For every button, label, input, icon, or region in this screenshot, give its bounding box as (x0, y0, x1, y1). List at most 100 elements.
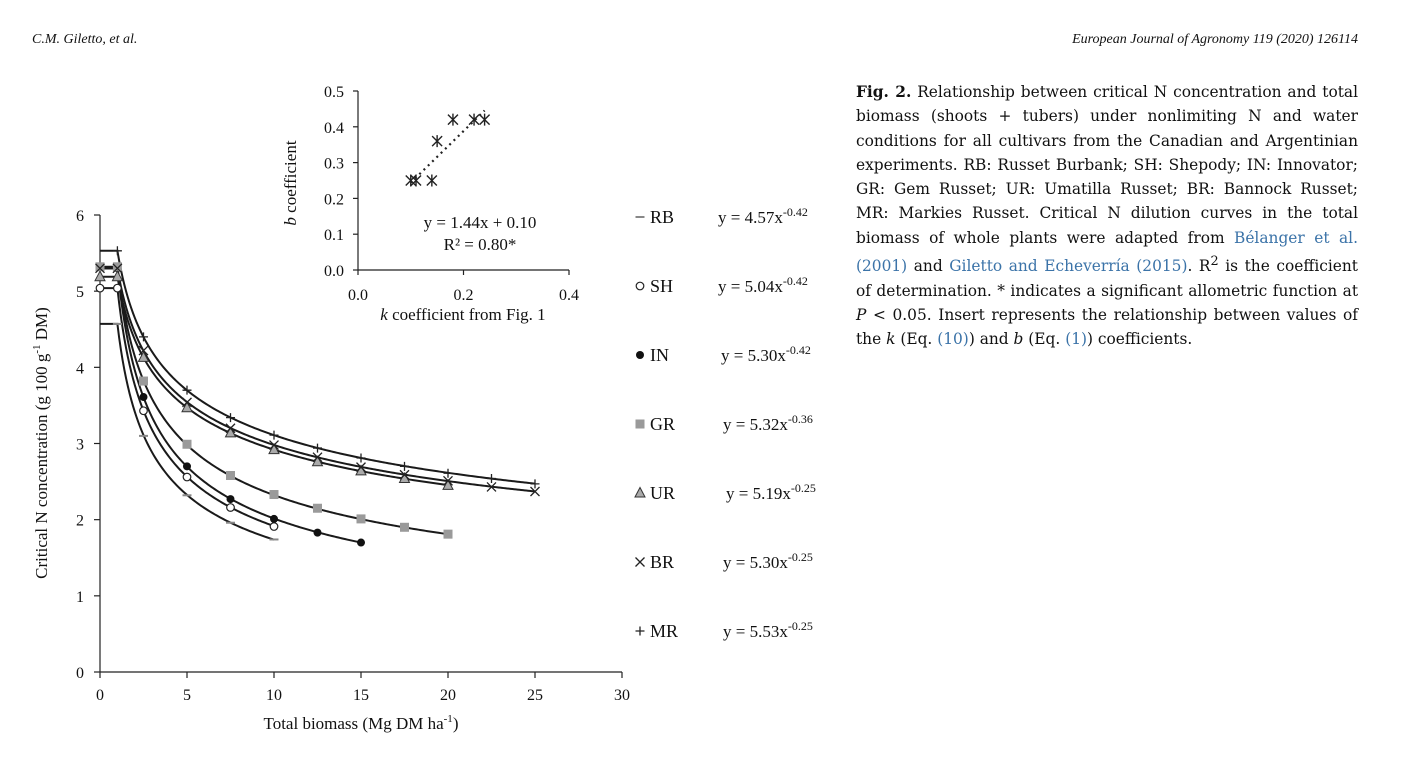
legend: RB y = 4.57x-0.42 SH y = 5.04x-0.42 IN y = 5.… (634, 205, 816, 641)
marker-sh (112, 283, 122, 293)
legend-item-gr: GR y = 5.32x-0.36 (635, 412, 813, 434)
legend-label-br: BR (650, 552, 674, 572)
insert-x-tick-label: 0.2 (454, 287, 474, 304)
legend-marker-mr (635, 626, 645, 636)
main-ticks: 0 5 10 15 20 25 30 0 1 2 3 4 5 6 (76, 208, 630, 704)
eq10-link[interactable]: (10) (937, 330, 969, 349)
legend-marker-sh (635, 281, 645, 291)
legend-label-rb: RB (650, 207, 674, 227)
marker-br (269, 440, 279, 450)
main-y-axis-label: Critical N concentration (g 100 g-1 DM) (31, 307, 51, 579)
insert-point (468, 113, 480, 126)
caption-text: ) and (968, 330, 1014, 349)
main-y-tick-label: 1 (76, 589, 84, 606)
main-x-tick-label: 20 (440, 687, 456, 704)
caption-text: < 0.05. Insert represents the relationsh… (856, 305, 1358, 349)
marker-in (313, 528, 322, 537)
legend-marker-gr (635, 419, 645, 429)
marker-in (357, 538, 365, 547)
caption-text: (Eq. (895, 330, 938, 349)
insert-y-tick-label: 0.2 (324, 191, 344, 208)
curve-rb (100, 322, 275, 541)
marker-ur (311, 455, 324, 467)
main-chart: 0 5 10 15 20 25 30 0 1 2 3 4 5 6 Total biomass (Mg DM… (31, 208, 630, 733)
marker-mr (182, 385, 192, 395)
insert-point (405, 174, 417, 187)
main-markers (94, 246, 540, 547)
marker-gr (313, 503, 322, 513)
curve-gr (100, 265, 449, 536)
legend-label-in: IN (650, 345, 669, 365)
legend-item-br: BR y = 5.30x-0.25 (635, 550, 813, 572)
insert-y-tick-label: 0.0 (324, 263, 344, 280)
marker-gr (112, 262, 122, 272)
marker-mr (530, 479, 540, 489)
marker-br (486, 481, 497, 492)
marker-br (182, 397, 192, 408)
marker-br (399, 469, 410, 480)
legend-label-gr: GR (650, 414, 675, 434)
legend-equation-in: y = 5.30x-0.42 (721, 343, 811, 365)
insert-point (447, 113, 459, 126)
caption-var: b (1013, 330, 1024, 349)
marker-gr (443, 529, 453, 539)
marker-gr (356, 514, 366, 524)
ref-giletto-link[interactable]: Giletto and Echeverría (2015) (949, 257, 1188, 276)
ref-belanger-link[interactable]: Bélanger et al. (2001) (856, 228, 1358, 276)
insert-point (426, 174, 438, 187)
marker-br (530, 486, 540, 497)
legend-label-ur: UR (650, 483, 675, 503)
marker-gr (400, 522, 409, 532)
legend-equation-br: y = 5.30x-0.25 (723, 550, 813, 572)
insert-equation: y = 1.44x + 0.10 (424, 213, 537, 232)
caption-text: is the coefficient of determination. * i… (856, 257, 1358, 300)
legend-item-mr: MR y = 5.53x-0.25 (635, 619, 813, 641)
insert-y-axis-label: b coefficient (281, 140, 300, 225)
legend-equation-rb: y = 4.57x-0.42 (718, 205, 808, 227)
insert-x-tick-label: 0.4 (559, 287, 579, 304)
main-y-tick-label: 3 (76, 437, 84, 454)
legend-marker-br (635, 557, 645, 567)
marker-in (226, 495, 235, 504)
marker-br (312, 452, 323, 463)
insert-y-tick-label: 0.1 (324, 227, 344, 244)
marker-mr (269, 430, 279, 440)
main-x-tick-label: 25 (527, 687, 543, 704)
main-x-axis-label: Total biomass (Mg DM ha-1) (264, 713, 459, 733)
figure-caption: Fig. 2. Relationship between critical N … (856, 80, 1358, 351)
marker-in (270, 514, 278, 523)
marker-mr (356, 453, 366, 463)
marker-br (225, 423, 236, 434)
insert-point (479, 113, 491, 126)
insert-chart: 0.0 0.2 0.4 0.0 0.1 0.2 0.3 0.4 0.5 y = 1.44x + … (281, 84, 579, 324)
main-x-tick-label: 15 (353, 687, 369, 704)
marker-ur (137, 350, 150, 362)
legend-item-ur: UR y = 5.19x-0.25 (634, 481, 816, 503)
marker-ur (442, 478, 454, 490)
insert-point (431, 135, 443, 148)
marker-in (139, 393, 148, 402)
eq1-link[interactable]: (1) (1065, 330, 1087, 349)
marker-mr (313, 443, 322, 453)
insert-ticks: 0.0 0.2 0.4 0.0 0.1 0.2 0.3 0.4 0.5 (324, 84, 579, 304)
insert-x-tick-label: 0.0 (348, 287, 368, 304)
insert-y-tick-label: 0.4 (324, 120, 344, 137)
main-y-tick-label: 5 (76, 284, 84, 301)
legend-equation-mr: y = 5.53x-0.25 (723, 619, 813, 641)
main-y-tick-label: 2 (76, 513, 84, 530)
marker-in (183, 462, 191, 471)
marker-br (112, 263, 123, 274)
marker-gr (269, 490, 279, 500)
insert-points (405, 113, 491, 187)
insert-x-axis-label: k coefficient from Fig. 1 (380, 305, 545, 324)
main-y-tick-label: 0 (76, 665, 84, 682)
caption-text: ) coefficients. (1087, 330, 1193, 349)
curve-mr (100, 249, 536, 485)
legend-equation-sh: y = 5.04x-0.42 (718, 274, 808, 296)
marker-ur (224, 426, 237, 438)
legend-item-sh: SH y = 5.04x-0.42 (635, 274, 808, 296)
running-header-journal: European Journal of Agronomy 119 (2020) … (1072, 32, 1358, 47)
marker-mr (112, 246, 122, 256)
marker-ur (94, 270, 106, 282)
marker-gr (95, 262, 105, 272)
